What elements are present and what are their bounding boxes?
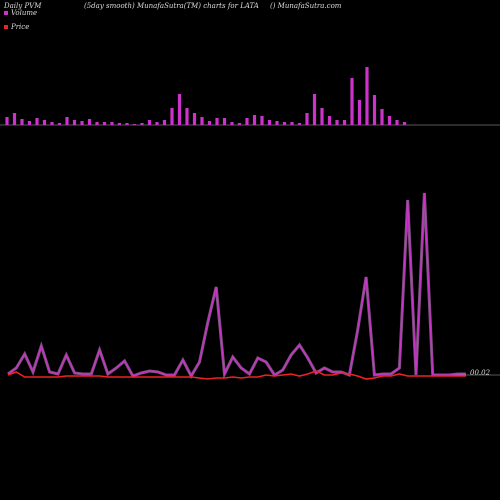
volume-bar (110, 122, 114, 125)
volume-bar (125, 123, 129, 125)
volume-bar (95, 122, 99, 125)
volume-bar (237, 123, 242, 125)
volume-bar (200, 117, 204, 125)
volume-bar (365, 67, 369, 125)
volume-bar (387, 116, 392, 125)
volume-bar (147, 120, 152, 125)
volume-bar (297, 123, 302, 125)
volume-bar (380, 109, 384, 125)
volume-bar (117, 123, 122, 125)
volume-bar (282, 122, 287, 125)
volume-bar (65, 117, 69, 125)
volume-bar (275, 121, 279, 125)
volume-bar (192, 113, 197, 125)
volume-bar (260, 116, 264, 125)
chart-title: Daily PVM (3, 2, 42, 10)
volume-bar (177, 94, 182, 125)
volume-bar (335, 120, 339, 125)
volume-bar (320, 108, 324, 125)
volume-bar (290, 122, 294, 125)
volume-bar (35, 118, 39, 125)
volume-bar (102, 122, 107, 125)
volume-bar (140, 123, 144, 125)
price-line (7, 370, 466, 380)
volume-bar (57, 123, 62, 125)
volume-line (7, 192, 466, 378)
legend-swatch (4, 25, 8, 29)
price-label: 00.02 (470, 369, 491, 377)
legend-label: Price (10, 23, 29, 31)
volume-bar (215, 118, 219, 125)
volume-bar (252, 115, 257, 125)
volume-bar (207, 121, 212, 125)
volume-bar (222, 118, 227, 125)
volume-bar (312, 94, 317, 125)
volume-bar (185, 108, 189, 125)
volume-bar (155, 122, 159, 125)
volume-bar (87, 119, 92, 125)
volume-bar (72, 120, 77, 125)
volume-bar (402, 122, 407, 125)
legend-swatch (4, 11, 8, 15)
volume-bar (27, 121, 32, 125)
chart-subtitle: (5day smooth) MunafaSutra(TM) charts for… (84, 2, 259, 10)
volume-bar (342, 120, 347, 125)
volume-bar (12, 113, 17, 125)
volume-bar (230, 122, 234, 125)
volume-bar (162, 120, 167, 125)
source: () MunafaSutra.com (270, 2, 342, 10)
volume-bar (20, 119, 24, 125)
volume-bar (50, 122, 54, 125)
volume-bar (305, 113, 309, 125)
volume-bar (327, 116, 332, 125)
volume-bar (245, 118, 249, 125)
volume-bar (357, 100, 362, 125)
volume-bar (395, 120, 399, 125)
volume-bar (267, 120, 272, 125)
volume-bar (5, 117, 9, 125)
volume-bar (350, 78, 354, 125)
volume-bar (80, 121, 84, 125)
volume-bar (170, 108, 174, 125)
volume-bar (372, 95, 377, 125)
legend-label: Volume (11, 9, 37, 17)
volume-bar (132, 124, 137, 125)
volume-bar (42, 120, 47, 125)
